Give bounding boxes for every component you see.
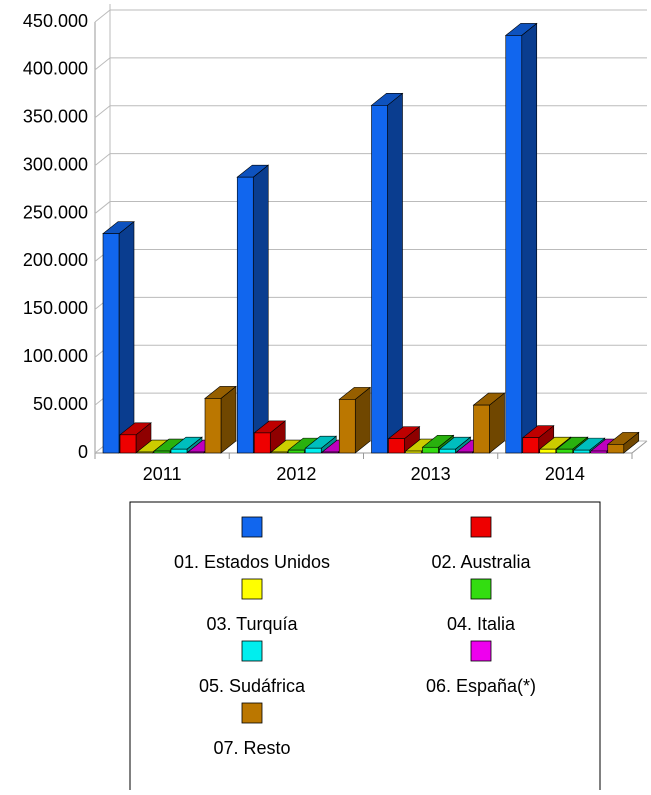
bar-front — [456, 451, 473, 454]
bar-front — [338, 399, 356, 454]
grid-line — [94, 105, 647, 119]
bar — [253, 420, 287, 454]
legend-label: 06. España(*) — [426, 676, 536, 696]
legend-label: 01. Estados Unidos — [174, 552, 330, 572]
bar-front — [187, 451, 205, 454]
bar — [438, 436, 472, 454]
y-tick-label: 350.000 — [23, 107, 88, 127]
bar-front — [371, 105, 388, 454]
bar-front — [505, 35, 523, 454]
bar-side — [387, 92, 403, 454]
bar-front — [539, 448, 557, 454]
legend-swatch — [470, 516, 492, 538]
y-tick-label: 0 — [78, 442, 88, 462]
bar — [606, 431, 640, 454]
bar — [387, 426, 421, 454]
bar — [472, 392, 506, 454]
bar-side — [521, 22, 538, 454]
legend-label: 03. Turquía — [206, 614, 298, 634]
grid-line — [94, 201, 647, 214]
bar-front — [119, 434, 137, 454]
legend-swatch — [241, 702, 263, 724]
bar-front — [473, 404, 490, 454]
bar-front — [270, 451, 288, 454]
legend-label: 07. Resto — [213, 738, 290, 758]
y-tick-label: 200.000 — [23, 250, 88, 270]
bar-front — [204, 398, 222, 454]
bar — [102, 221, 135, 454]
bar-front — [253, 432, 271, 454]
bar-front — [102, 233, 120, 454]
bar-front — [236, 176, 254, 454]
y-tick-label: 250.000 — [23, 202, 88, 222]
bar-front — [321, 451, 339, 454]
bar — [521, 425, 555, 454]
bar-front — [522, 437, 540, 454]
legend-swatch — [241, 640, 263, 662]
bar-front — [439, 448, 456, 454]
bar-front — [556, 448, 574, 454]
bar-front — [422, 446, 439, 454]
bar — [504, 22, 538, 454]
bar-front — [590, 450, 608, 454]
bar-side — [252, 164, 269, 454]
legend-swatch — [470, 578, 492, 600]
bar-front — [170, 448, 188, 454]
y-tick-label: 400.000 — [23, 59, 88, 79]
legend-swatch — [241, 516, 263, 538]
x-tick-label: 2012 — [276, 464, 316, 484]
x-tick-label: 2013 — [411, 464, 451, 484]
grid-line — [94, 9, 647, 23]
y-tick-label: 50.000 — [33, 394, 88, 414]
bar-front — [388, 438, 405, 454]
grid-line — [94, 392, 647, 406]
bar-front — [304, 447, 322, 454]
bar-side — [118, 221, 135, 454]
bar-front — [573, 449, 591, 454]
legend-label: 05. Sudáfrica — [199, 676, 306, 696]
bar-front — [607, 444, 625, 454]
y-tick-label: 300.000 — [23, 154, 88, 174]
grid-line — [94, 296, 647, 310]
bar — [170, 436, 203, 454]
bar-front — [287, 449, 305, 454]
grid-line — [94, 153, 647, 167]
bar — [236, 164, 270, 454]
y-tick-label: 450.000 — [23, 11, 88, 31]
y-tick-label: 100.000 — [23, 346, 88, 366]
grid-line — [94, 248, 647, 262]
bar — [119, 422, 152, 454]
bar-front — [136, 451, 154, 454]
legend-swatch — [470, 640, 492, 662]
legend-label: 02. Australia — [431, 552, 531, 572]
y-tick-label: 150.000 — [23, 298, 88, 318]
bar — [338, 386, 372, 454]
grid-line — [94, 57, 647, 71]
grid-line — [94, 344, 647, 358]
bar-front — [153, 450, 171, 454]
bar — [204, 385, 237, 454]
legend-swatch — [241, 578, 263, 600]
bar — [370, 92, 404, 454]
bar-front — [405, 450, 422, 454]
legend-label: 04. Italia — [447, 614, 516, 634]
x-tick-label: 2011 — [143, 464, 182, 484]
legend-box — [129, 501, 601, 795]
x-tick-label: 2014 — [545, 464, 585, 484]
